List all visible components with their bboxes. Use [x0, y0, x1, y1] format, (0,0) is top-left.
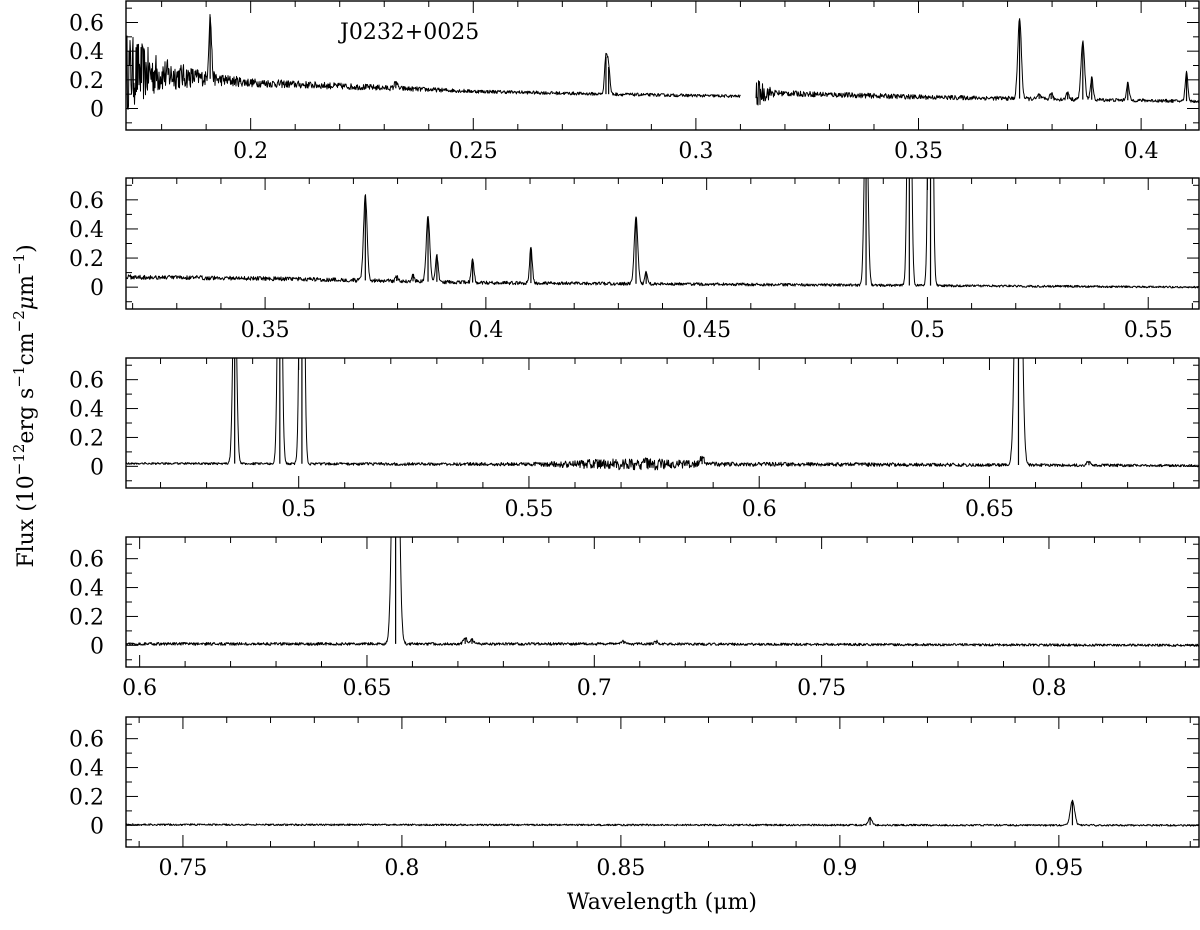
panel-frame	[125, 177, 1200, 310]
y-tick-label: 0.6	[69, 12, 104, 37]
y-tick-label: 0	[90, 814, 104, 839]
spectrum-panel: 0.6 0.65 0.7 0.75 0.8 0 0.2 0.4 0.6	[69, 536, 1200, 701]
y-axis-title-exp-3: −2	[10, 310, 28, 332]
spectrum-trace	[126, 14, 741, 110]
y-tick-label: 0.4	[69, 398, 104, 423]
spectrum-trace	[126, 358, 1199, 471]
y-axis-title-part-3: cm	[14, 332, 39, 365]
spectrum-trace	[126, 799, 1199, 827]
panel-frame	[125, 716, 1200, 848]
y-tick-label: 0.4	[69, 218, 104, 243]
x-tick-label: 0.35	[894, 139, 943, 164]
x-tick-label: 0.25	[449, 139, 498, 164]
spectrum-panel: 0.75 0.8 0.85 0.9 0.95 0 0.2 0.4 0.6	[69, 716, 1200, 881]
y-axis-title-close: )	[14, 244, 39, 253]
y-tick-label: 0	[90, 98, 104, 123]
y-axis-title-exp-4: −1	[10, 253, 28, 275]
y-tick-label: 0.4	[69, 757, 104, 782]
y-tick-label: 0.2	[69, 605, 104, 630]
x-tick-label: 0.7	[577, 676, 612, 701]
x-tick-label: 0.45	[682, 318, 731, 343]
y-tick-label: 0	[90, 634, 104, 659]
x-tick-label: 0.2	[233, 139, 268, 164]
x-tick-label: 0.55	[504, 497, 553, 522]
y-axis-title: Flux (10−12erg s−1cm−2μm−1)	[10, 244, 39, 567]
y-tick-label: 0.6	[69, 548, 104, 573]
x-tick-label: 0.6	[122, 676, 157, 701]
panels: 0.2 0.25 0.3 0.35 0.4 0 0.2 0.4 0.6 J0232+0025 0.3…	[69, 0, 1200, 881]
x-tick-label: 0.95	[1034, 856, 1083, 881]
y-axis-title-part-4: m	[14, 275, 39, 296]
y-tick-label: 0.2	[69, 785, 104, 810]
x-axis-title: Wavelength (μm)	[567, 890, 757, 915]
y-tick-label: 0.2	[69, 426, 104, 451]
x-tick-label: 0.5	[910, 318, 945, 343]
y-tick-label: 0.6	[69, 189, 104, 214]
y-tick-label: 0.4	[69, 577, 104, 602]
panel-frame	[125, 0, 1200, 131]
x-tick-label: 0.5	[281, 497, 316, 522]
y-tick-label: 0.2	[69, 247, 104, 272]
y-axis-title-exp-1: −12	[10, 444, 28, 476]
object-name-label: J0232+0025	[338, 20, 479, 45]
x-tick-label: 0.65	[965, 497, 1014, 522]
y-tick-label: 0.2	[69, 69, 104, 94]
y-axis-title-mu: μ	[14, 296, 39, 310]
x-tick-label: 0.8	[384, 856, 419, 881]
x-tick-label: 0.6	[742, 497, 777, 522]
y-tick-label: 0.6	[69, 369, 104, 394]
y-tick-label: 0	[90, 455, 104, 480]
x-tick-label: 0.75	[797, 676, 846, 701]
y-tick-label: 0	[90, 276, 104, 301]
y-tick-label: 0.4	[69, 40, 104, 65]
spectrum-panel: 0.35 0.4 0.45 0.5 0.55 0 0.2 0.4 0.6	[69, 177, 1200, 343]
x-tick-label: 0.85	[596, 856, 645, 881]
panel-frame	[125, 357, 1200, 489]
x-tick-label: 0.65	[342, 676, 391, 701]
y-axis-title-exp-2: −1	[10, 366, 28, 388]
x-tick-label: 0.8	[1031, 676, 1066, 701]
x-tick-label: 0.75	[158, 856, 207, 881]
spectrum-trace	[755, 18, 1199, 106]
spectrum-panel: 0.2 0.25 0.3 0.35 0.4 0 0.2 0.4 0.6 J0232+0025	[69, 0, 1200, 164]
spectrum-panel: 0.5 0.55 0.6 0.65 0 0.2 0.4 0.6	[69, 357, 1200, 522]
x-tick-label: 0.4	[468, 318, 503, 343]
spectrum-trace	[126, 537, 1199, 647]
panel-frame	[125, 536, 1200, 668]
x-tick-label: 0.35	[241, 318, 290, 343]
y-tick-label: 0.6	[69, 728, 104, 753]
x-tick-label: 0.3	[678, 139, 713, 164]
x-tick-label: 0.55	[1124, 318, 1173, 343]
spectrum-trace	[126, 178, 1199, 289]
y-axis-title-main: Flux (10	[14, 475, 39, 567]
x-tick-label: 0.9	[822, 856, 857, 881]
x-tick-label: 0.4	[1124, 139, 1159, 164]
y-axis-title-part-2: erg s	[14, 388, 39, 444]
